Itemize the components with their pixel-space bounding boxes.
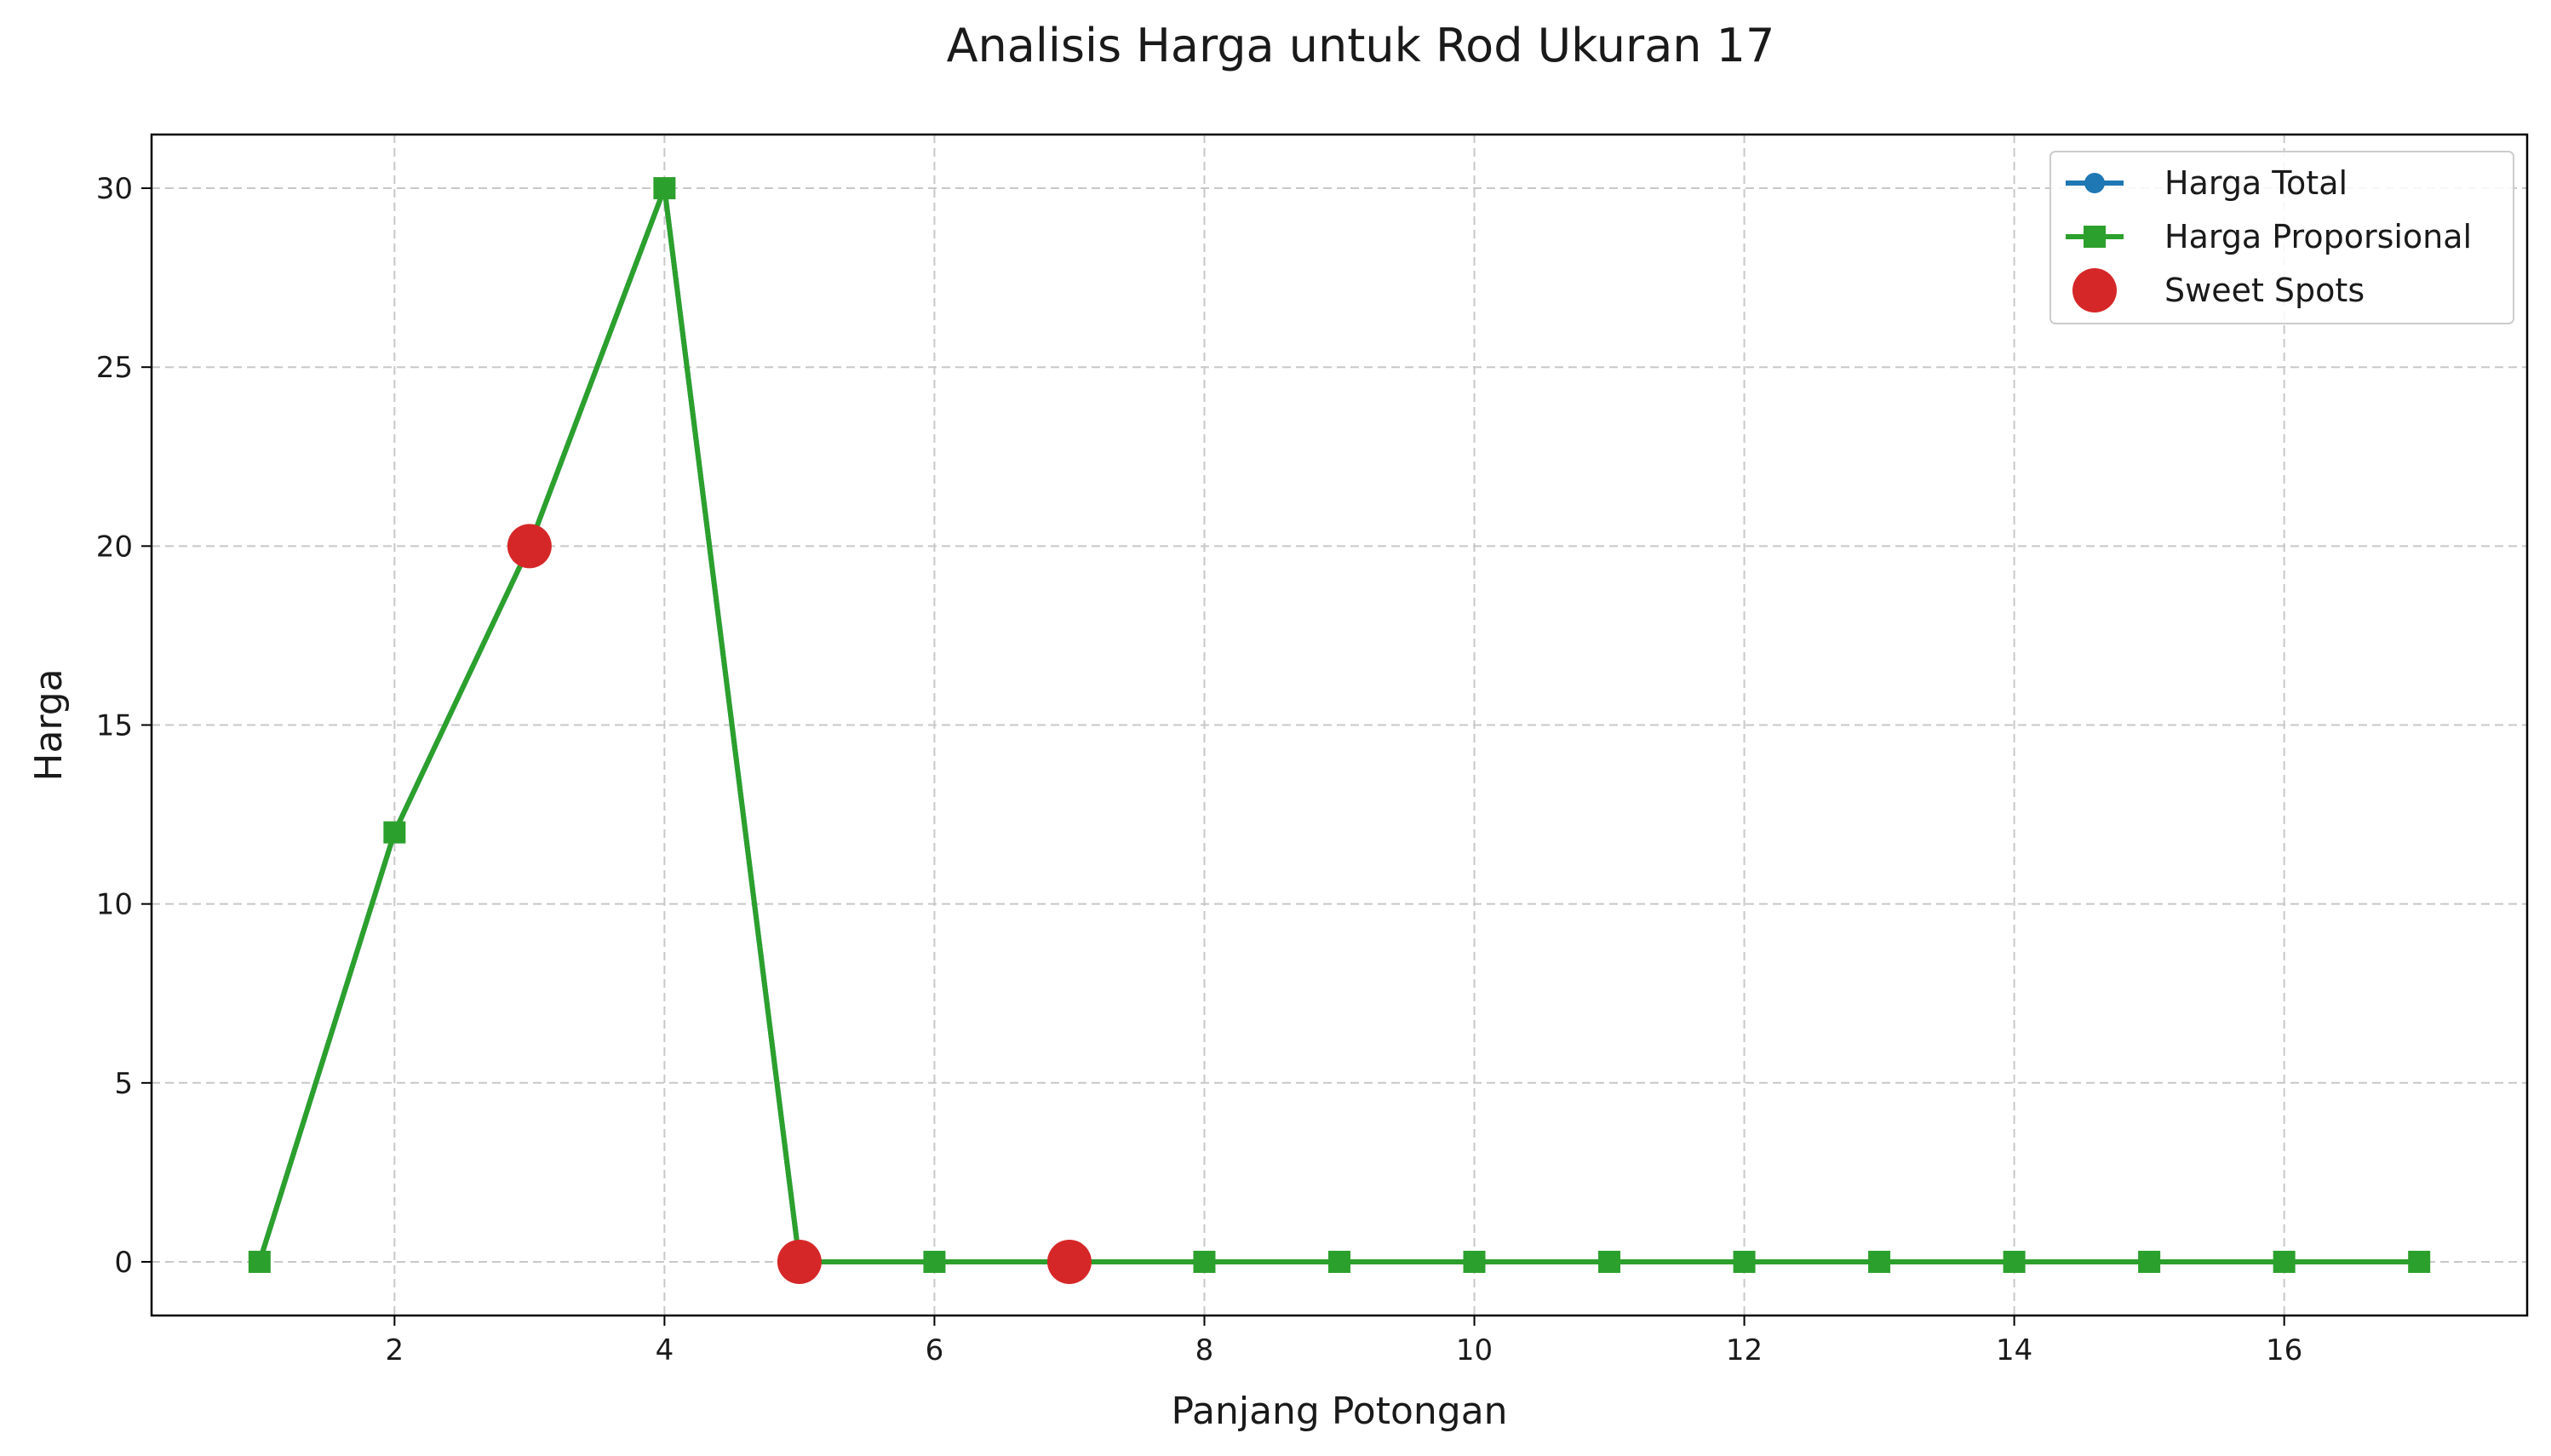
legend-item: Harga Total <box>2066 164 2347 202</box>
sweet-spot-point <box>1046 1239 1092 1284</box>
y-tick-label: 25 <box>96 351 133 385</box>
x-tick-label: 4 <box>656 1333 674 1367</box>
data-point <box>1193 1250 1216 1273</box>
legend: Harga Total Harga Proporsional Sweet Spots <box>2049 151 2514 324</box>
data-point <box>248 1250 271 1273</box>
legend-marker <box>2072 268 2117 312</box>
x-tick-label: 14 <box>1996 1333 2032 1367</box>
data-point <box>2408 1250 2431 1273</box>
y-tick-label: 0 <box>114 1246 133 1280</box>
data-point <box>653 177 676 200</box>
data-point <box>1598 1250 1621 1273</box>
series-3 <box>507 524 1092 1284</box>
data-point <box>1868 1250 1891 1273</box>
series-layer <box>248 177 2431 1284</box>
legend-marker <box>2084 173 2105 193</box>
sweet-spot-point <box>507 524 552 569</box>
legend-label: Harga Total <box>2164 164 2347 202</box>
data-point <box>1733 1250 1756 1273</box>
x-tick-label: 6 <box>926 1333 944 1367</box>
x-tick-label: 8 <box>1195 1333 1214 1367</box>
legend-box <box>2049 151 2514 324</box>
x-tick-label: 10 <box>1456 1333 1493 1367</box>
grid <box>152 135 2527 1316</box>
legend-item: Harga Proporsional <box>2066 218 2472 255</box>
legend-marker <box>2084 226 2106 248</box>
sweet-spot-point <box>777 1239 822 1284</box>
data-point <box>923 1250 946 1273</box>
legend-label: Harga Proporsional <box>2164 218 2472 255</box>
y-tick-label: 30 <box>96 172 133 206</box>
data-point <box>2003 1250 2026 1273</box>
legend-label: Sweet Spots <box>2164 272 2365 309</box>
y-tick-label: 5 <box>114 1067 133 1101</box>
x-tick-label: 16 <box>2266 1333 2302 1367</box>
y-tick-label: 20 <box>96 530 133 564</box>
data-point <box>1463 1250 1486 1273</box>
ticks: 2 4 6 8 10 12 14 16 0 5 10 15 20 25 30 <box>96 172 2303 1367</box>
x-tick-label: 12 <box>1726 1333 1763 1367</box>
data-point <box>1328 1250 1350 1273</box>
chart-title: Analisis Harga untuk Rod Ukuran 17 <box>947 19 1775 72</box>
y-axis-label: Harga <box>27 668 71 781</box>
legend-item: Sweet Spots <box>2072 268 2365 312</box>
data-point <box>2273 1250 2296 1273</box>
x-tick-label: 2 <box>386 1333 404 1367</box>
y-tick-label: 10 <box>96 888 133 922</box>
data-point <box>2138 1250 2161 1273</box>
y-tick-label: 15 <box>96 709 133 743</box>
x-axis-label: Panjang Potongan <box>1171 1390 1507 1433</box>
data-point <box>383 821 406 844</box>
